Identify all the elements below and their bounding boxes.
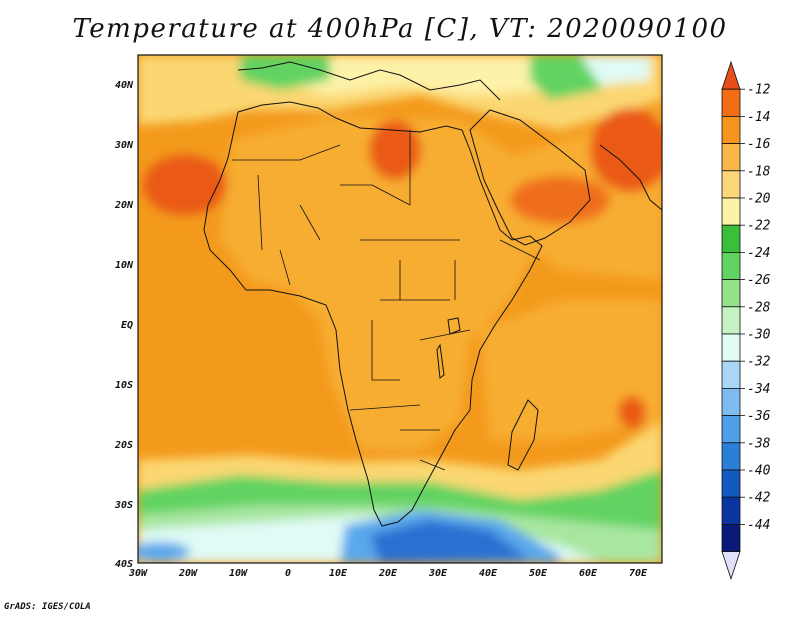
colorbar-swatch (721, 224, 741, 253)
lat-tick-label: 30S (114, 500, 133, 511)
colorbar-swatch (721, 197, 741, 226)
europe-coast (237, 61, 501, 101)
lon-tick-label: 20W (178, 568, 198, 579)
colorbar-tick-label: -30 (747, 328, 771, 343)
lon-tick-label: 70E (629, 568, 648, 579)
colorbar-tick-label: -44 (747, 518, 770, 533)
field-warm-indian-ocean (618, 396, 646, 428)
field-asia-cyan (580, 55, 650, 85)
arabia-coast (469, 109, 591, 246)
lon-tick-label: 0 (285, 568, 291, 579)
india-coast (599, 144, 662, 211)
lon-tick-label: 30W (128, 568, 148, 579)
colorbar-tick-label: -40 (747, 464, 771, 479)
field-sw-blue (138, 542, 190, 562)
lon-tick-label: 20E (378, 568, 398, 579)
field-caspian-green (530, 55, 600, 100)
colorbar-tick-label: -28 (747, 300, 771, 315)
lat-tick-label: EQ (121, 320, 133, 331)
field-south-deep-blue (370, 520, 530, 563)
lake-tanganyika (436, 343, 445, 379)
field-north-pale (290, 55, 560, 95)
colorbar-tick-label: -24 (747, 246, 770, 261)
colorbar-tick-label: -22 (747, 219, 771, 234)
lat-tick-label: 10S (115, 380, 133, 391)
colorbar-swatch (721, 143, 741, 172)
colorbar-swatch (721, 415, 741, 444)
lon-tick-label: 10W (229, 568, 248, 579)
colorbar-tick-label: -38 (747, 436, 771, 451)
colorbar-swatch (721, 279, 741, 308)
field-africa-interior (220, 115, 540, 450)
colorbar-tick-label: -12 (747, 83, 771, 98)
lon-tick-label: 50E (529, 568, 548, 579)
colorbar-tick-label: -42 (747, 491, 771, 506)
lon-tick-label: 30E (428, 568, 448, 579)
plot-frame (137, 54, 663, 564)
field-warm-arabian-sea (510, 176, 610, 224)
colorbar-tick-label: -32 (747, 355, 771, 370)
lat-tick-label: 20S (114, 440, 133, 451)
colorbar-swatch (721, 116, 741, 145)
lon-tick-label: 10E (329, 568, 348, 579)
colorbar-swatch (721, 306, 741, 335)
colorbar-tick-label: -34 (747, 382, 770, 397)
field-warm-atlantic (143, 155, 227, 215)
lake-victoria (447, 317, 461, 335)
colorbar-tick-label: -14 (747, 110, 770, 125)
colorbar-swatch (721, 496, 741, 525)
colorbar-swatch (721, 251, 741, 280)
madagascar-coast (507, 399, 539, 471)
lat-axis: 40N 30N 20N 10N EQ 10S 20S 30S 40S (114, 80, 134, 570)
africa-coastline (203, 101, 543, 527)
coastlines (203, 61, 662, 527)
lat-tick-label: 20N (114, 200, 134, 211)
lon-tick-label: 60E (579, 568, 598, 579)
colorbar-tick-label: -26 (747, 273, 771, 288)
lon-tick-label: 40E (479, 568, 498, 579)
colorbar-swatch (721, 170, 741, 199)
colorbar-top-arrow (721, 60, 741, 90)
colorbar-swatch (721, 333, 741, 362)
colorbar-swatch (721, 524, 741, 553)
colorbar-swatch (721, 88, 741, 117)
lon-axis: 30W 20W 10W 0 10E 20E 30E 40E 50E 60E 70… (128, 568, 648, 579)
temperature-field (138, 55, 662, 563)
field-warm-india (590, 108, 662, 192)
colorbar-swatch (721, 360, 741, 389)
colorbar-swatch (721, 442, 741, 471)
map-title: Temperature at 400hPa [C], VT: 202009010… (72, 14, 728, 44)
field-europe-green (240, 55, 330, 90)
lat-tick-label: 30N (114, 140, 134, 151)
lat-tick-label: 40S (115, 559, 133, 570)
colorbar-tick-label: -18 (747, 164, 771, 179)
colorbar-bottom-arrow (721, 551, 741, 581)
inner-borders (232, 130, 541, 471)
lat-tick-label: 40N (115, 80, 134, 91)
colorbar: -12 -14 -16 -18 -20 -22 -24 -26 -28 -30 -32 -34 -36 -… (721, 60, 771, 581)
credit-text: GrADS: IGES/COLA (4, 602, 91, 612)
colorbar-tick-label: -36 (747, 409, 771, 424)
field-warm-libya (369, 120, 421, 180)
colorbar-tick-label: -16 (747, 137, 771, 152)
colorbar-tick-label: -20 (747, 192, 771, 207)
colorbar-swatch (721, 469, 741, 498)
colorbar-swatch (721, 387, 741, 416)
lat-tick-label: 10N (115, 260, 134, 271)
